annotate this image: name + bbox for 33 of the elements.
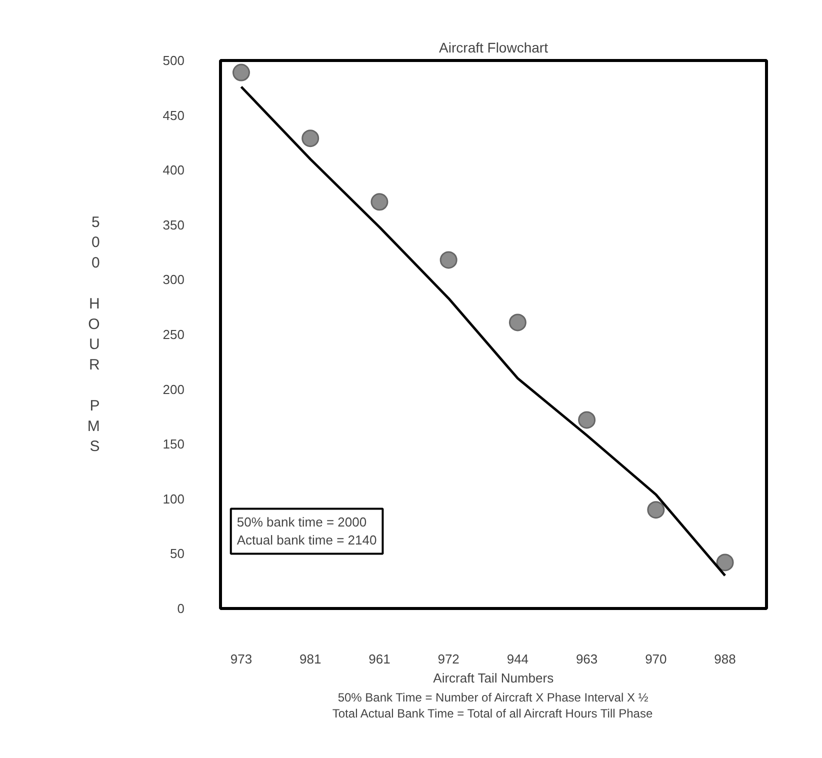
x-tick-label: 970 <box>645 652 667 666</box>
text: Total Actual Bank Time = Total of all Aircraft Hours Till Phase <box>332 706 653 720</box>
x-tick-label: 973 <box>230 652 252 666</box>
point <box>370 193 388 211</box>
point <box>232 64 250 82</box>
y-tick-label: 250 <box>162 327 185 342</box>
annotation: 50% bank time = 2000 Actual bank time = 2140 <box>236 514 377 548</box>
x-axis-title: Aircraft Tail Numbers <box>433 670 554 686</box>
y-tick-label: 50 <box>170 546 185 562</box>
x-tick-label: 981 <box>300 652 322 666</box>
point <box>647 501 665 519</box>
y-tick-label: 150 <box>162 436 185 452</box>
text: 500 HOUR PMS <box>87 214 100 456</box>
y-tick-label: 100 <box>162 491 185 506</box>
point <box>578 411 596 429</box>
point <box>440 251 458 269</box>
y-tick-label: 300 <box>162 272 185 288</box>
y-tick-label: 500 <box>162 53 185 68</box>
point <box>302 130 320 148</box>
x-tick-label: 963 <box>576 652 598 666</box>
y-tick-label: 200 <box>162 382 185 397</box>
point <box>508 314 526 332</box>
x-tick-label: 944 <box>506 652 529 666</box>
point <box>716 554 734 572</box>
y-tick-label: 450 <box>162 108 185 123</box>
y-tick-label: 400 <box>162 162 185 178</box>
x-tick-label: 972 <box>438 652 460 666</box>
y-tick-label: 350 <box>162 217 185 232</box>
y-tick-label: 0 <box>177 601 185 616</box>
x-tick-label: 961 <box>368 652 390 666</box>
x-tick-label: 988 <box>714 652 736 666</box>
text: 50% Bank Time = Number of Aircraft X Phase Interval X ½ <box>338 690 648 704</box>
chart-title: Aircraft Flowchart <box>439 40 548 56</box>
